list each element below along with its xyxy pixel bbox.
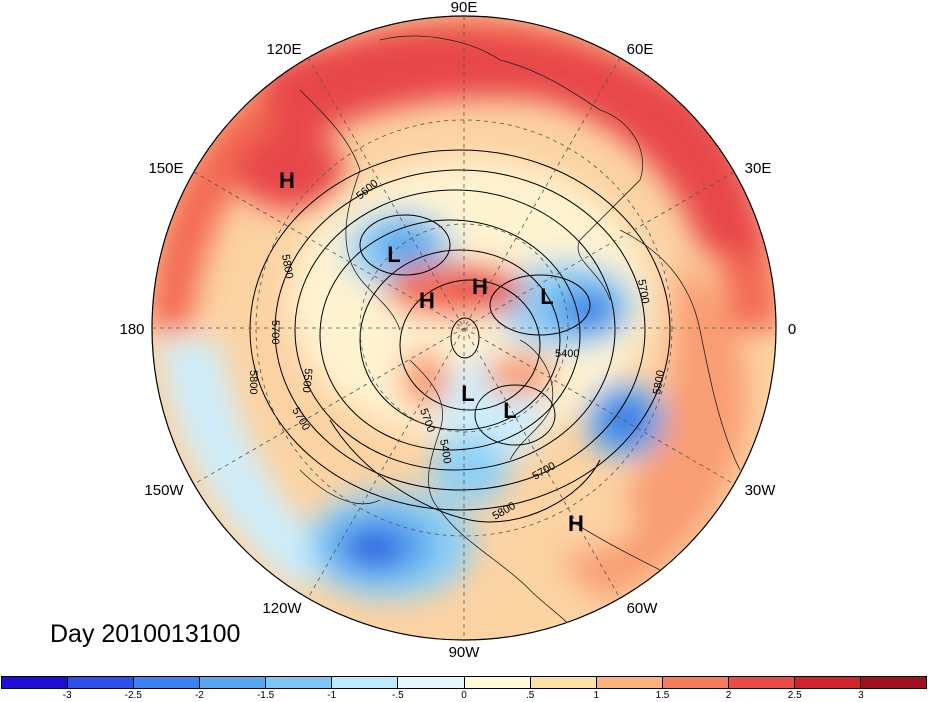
high-marker: H <box>419 288 435 313</box>
contour-label: 5700 <box>635 278 651 304</box>
lon-label-30e: 30E <box>745 160 772 177</box>
contour-label: 5800 <box>651 369 667 395</box>
colorbar-box <box>398 677 465 688</box>
colorbar-tick-label: 1.5 <box>655 690 670 701</box>
colorbar-box <box>200 677 267 688</box>
colorbar-tick-label: 0 <box>461 690 467 701</box>
colorbar-tick-label: .5 <box>525 690 535 701</box>
colorbar-tick-label: -2 <box>194 690 204 701</box>
high-marker: H <box>279 168 295 193</box>
colorbar-tick-label: 1 <box>593 690 600 701</box>
colorbar-box <box>794 677 862 688</box>
colorbar-box <box>2 677 69 688</box>
colorbar-box <box>332 677 399 688</box>
colorbar-tick-label: -3 <box>62 690 72 701</box>
lon-label-60w: 60W <box>627 600 659 617</box>
lon-label-90w: 90W <box>449 644 481 661</box>
low-marker: L <box>461 381 474 406</box>
lon-label-150w: 150W <box>144 482 184 499</box>
lon-label-0: 0 <box>788 321 796 338</box>
anomaly-field <box>152 16 776 640</box>
lon-label-30w: 30W <box>745 482 777 499</box>
colorbar-tick-label: -1.5 <box>256 690 275 701</box>
colorbar-box <box>134 677 201 688</box>
lon-label-120w: 120W <box>262 600 302 617</box>
low-marker: L <box>503 398 516 423</box>
colorbar-tick-label: 2 <box>725 690 732 701</box>
contour-label: 5800 <box>247 370 259 394</box>
colorbar-box <box>266 677 333 688</box>
lon-label-180: 180 <box>119 321 144 338</box>
contour-label: 5400 <box>555 348 579 360</box>
colorbar-tick-label: -1 <box>327 690 337 701</box>
colorbar-box <box>662 677 729 688</box>
contour-label: 5700 <box>269 320 281 344</box>
colorbar-tick-label: -2.5 <box>124 690 142 701</box>
colorbar-labels: -3 -2.5 -2 -1.5 -1 -.5 0 .5 1 1.5 2 2.5 3 <box>0 690 928 702</box>
colorbar-box <box>728 677 795 688</box>
date-label: Day 2010013100 <box>50 620 241 648</box>
low-marker: L <box>387 242 400 267</box>
contour-label: 5400 <box>437 438 453 464</box>
lon-label-150e: 150E <box>148 160 183 177</box>
contour-label: 5800 <box>279 253 295 279</box>
colorbar-box <box>530 677 597 688</box>
graticule <box>152 16 776 640</box>
colorbar-tick-label: 3 <box>858 690 864 701</box>
low-marker: L <box>540 284 553 309</box>
lon-label-90e: 90E <box>451 0 478 16</box>
colorbar <box>1 676 927 689</box>
lon-label-120e: 120E <box>266 41 301 58</box>
lon-label-60e: 60E <box>627 41 654 58</box>
height-contours <box>249 149 671 523</box>
high-marker: H <box>472 274 488 299</box>
colorbar-box <box>596 677 663 688</box>
pressure-centers: H H H H L L L L L <box>279 168 584 536</box>
contour-label: 5500 <box>300 368 314 393</box>
colorbar-box <box>464 677 531 688</box>
colorbar-tick-label: -.5 <box>392 690 404 701</box>
high-marker: H <box>568 511 584 536</box>
colorbar-tick-label: 2.5 <box>787 690 802 701</box>
longitude-labels: 90E 120E 60E 150E 30E 180 0 150W 30W 120… <box>119 0 796 661</box>
colorbar-box <box>68 677 135 688</box>
colorbar-box <box>861 677 927 688</box>
